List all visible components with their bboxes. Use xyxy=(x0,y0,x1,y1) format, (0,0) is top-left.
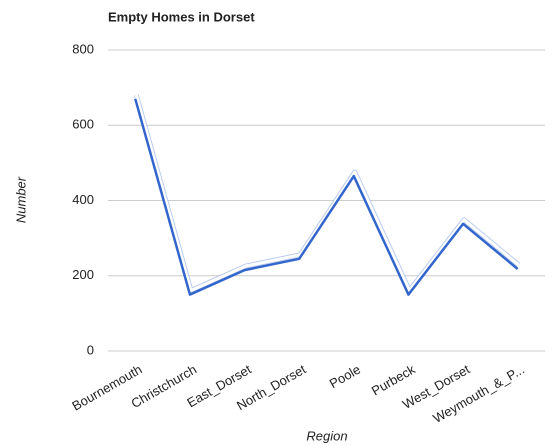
y-axis-label: Number xyxy=(13,176,28,223)
x-axis-label: Region xyxy=(306,428,347,443)
data-line xyxy=(134,98,519,296)
line-shadow xyxy=(133,94,521,294)
x-tick-label: Poole xyxy=(327,362,363,392)
line-highlight xyxy=(134,94,520,293)
y-tick-label: 800 xyxy=(72,41,94,56)
y-tick-label: 400 xyxy=(72,192,94,207)
y-tick-label: 200 xyxy=(72,267,94,282)
y-tick-label: 600 xyxy=(72,117,94,132)
chart-title: Empty Homes in Dorset xyxy=(108,9,255,24)
x-tick-label: Weymouth_&_P... xyxy=(430,362,527,426)
y-tick-label: 0 xyxy=(87,342,94,357)
